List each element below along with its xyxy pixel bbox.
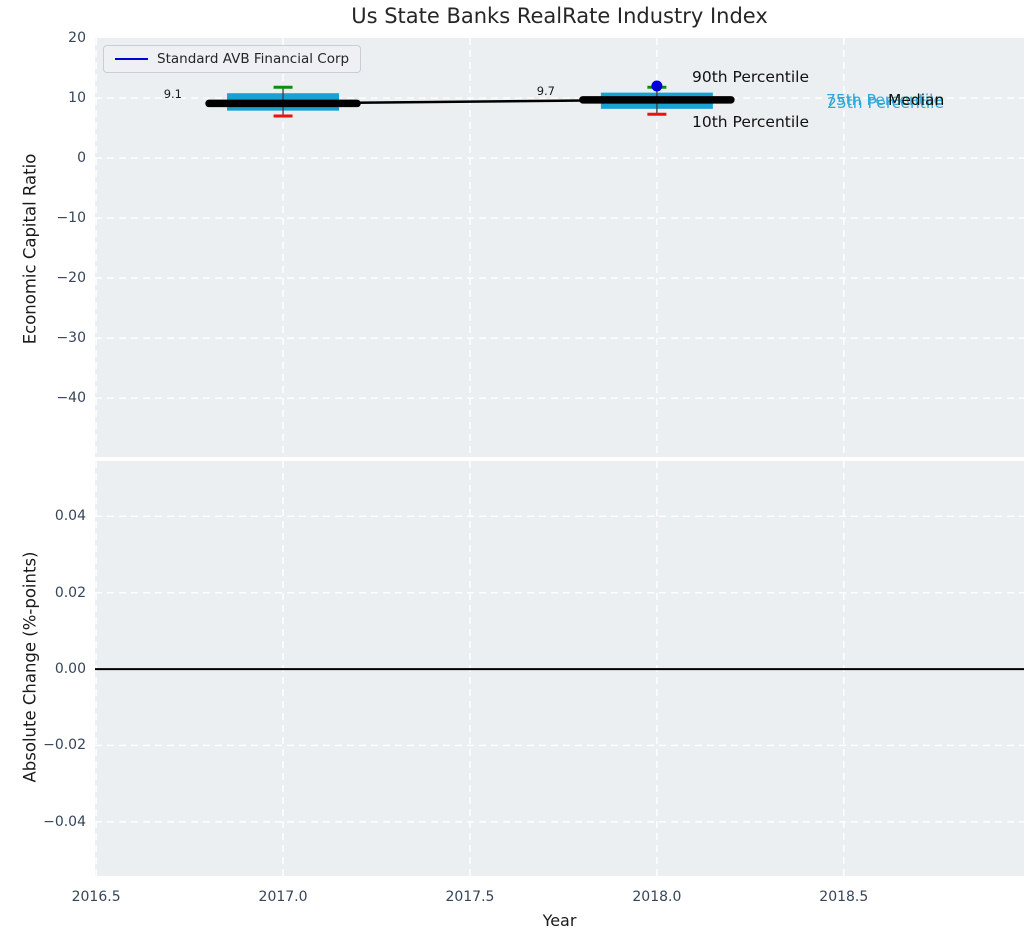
- annotation-25th-percentile: 25th Percentile: [827, 94, 945, 112]
- y-axis-label-top: Economic Capital Ratio: [20, 153, 40, 345]
- y-tick-label: 0.02: [54, 584, 86, 601]
- y-tick-label: −0.04: [43, 813, 86, 830]
- legend: Standard AVB Financial Corp: [103, 45, 362, 73]
- median-value-label-2017: 9.1: [163, 87, 182, 101]
- legend-line-swatch-icon: [115, 57, 148, 61]
- annotation-75th-percentile: 75th Percentile: [826, 91, 944, 109]
- median-value-label-2018: 9.7: [536, 84, 555, 98]
- y-tick-label: −10: [56, 210, 86, 227]
- x-tick-label: 2016.5: [71, 889, 121, 905]
- legend-label: Standard AVB Financial Corp: [157, 51, 350, 67]
- x-tick-label: 2018.0: [632, 889, 682, 905]
- x-axis-label: Year: [542, 911, 577, 930]
- x-tick-label: 2017.0: [258, 889, 308, 905]
- y-tick-label: 0: [77, 150, 86, 167]
- bottom-axes-background: [95, 461, 1024, 876]
- annotation-90th-percentile: 90th Percentile: [692, 68, 810, 86]
- y-tick-label: −0.02: [43, 737, 86, 754]
- y-tick-label: 10: [68, 90, 86, 107]
- annotation-10th-percentile: 10th Percentile: [692, 113, 810, 131]
- y-tick-label: −30: [56, 330, 86, 347]
- x-tick-label: 2018.5: [819, 889, 869, 905]
- chart-title: Us State Banks RealRate Industry Index: [351, 4, 768, 28]
- y-tick-label: −40: [56, 390, 86, 407]
- annotation-median: Median: [888, 91, 945, 109]
- y-tick-label: 0.04: [54, 508, 86, 525]
- x-tick-label: 2017.5: [445, 889, 495, 905]
- y-tick-label: 0.00: [54, 661, 86, 678]
- y-tick-label: 20: [68, 30, 86, 46]
- y-tick-label: −20: [56, 270, 86, 287]
